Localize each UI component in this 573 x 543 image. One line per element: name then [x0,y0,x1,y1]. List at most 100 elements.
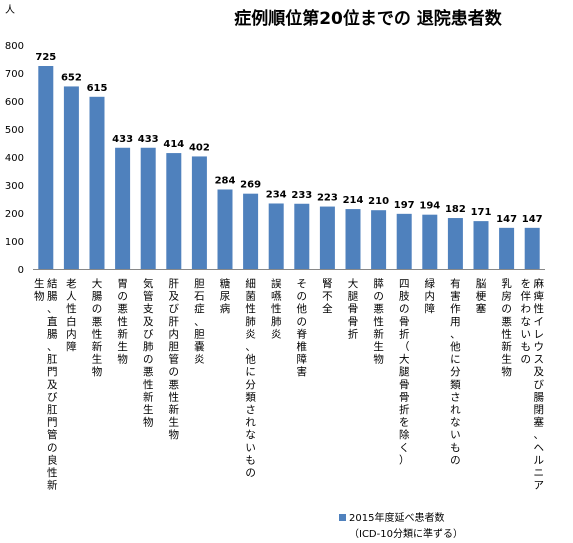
data-label: 214 [343,195,364,206]
data-label: 433 [138,134,159,145]
category-label-char: イ [533,316,544,328]
category-label-char: の [520,354,531,366]
category-label-char: 悪 [501,316,512,328]
category-label-char: 直 [47,315,58,328]
category-label-char: 脊 [297,327,308,340]
bar [63,86,79,269]
category-label-char: 骨 [348,303,359,315]
category-label-char: も [520,341,531,353]
y-tick-label: 200 [5,209,24,220]
category-label-char: 他 [450,340,461,353]
category-label-char: 管 [143,290,154,303]
data-label: 414 [163,139,184,150]
data-labels: 725 652 615 433 433 414 402 284 269 234 233 223 214 2… [35,52,542,225]
category-label-char: 折 [348,327,359,340]
bar [191,156,207,269]
category-label-char: 骨 [399,379,410,391]
category-label-char: 類 [450,379,461,391]
category-label-char: 新 [117,327,128,340]
category-label-char: の [373,291,384,303]
category-label-char: 悪 [373,303,384,315]
category-label-char: 、 [47,341,58,353]
data-label: 194 [419,201,440,212]
bar [499,227,515,269]
category-label-char: 分 [245,379,256,391]
category-label-char: の [297,291,308,303]
category-label-char: 門 [47,366,58,378]
category-label-char: 、 [533,429,544,441]
bar [473,221,489,269]
category-label-char: ス [533,354,544,366]
y-axis: 0 100 200 300 400 500 600 700 800 [5,41,24,276]
category-label-char: 生 [169,416,180,429]
data-label: 433 [112,134,133,145]
category-label-char: 内 [66,327,77,340]
category-label-char: 及 [143,316,154,328]
category-label-char: 新 [169,403,180,416]
category-label-char: 腿 [399,366,410,378]
data-label: 197 [394,200,415,211]
category-label-char: 有 [450,277,461,290]
category-label-char: 性 [245,302,256,315]
data-label: 147 [522,214,543,225]
category-label: 腎不全 [322,278,333,315]
data-label: 269 [240,180,261,191]
bar [217,189,233,269]
category-label-char: 生 [373,340,384,353]
category-label-char: 腎 [322,278,333,290]
category-label-char: ） [399,454,410,466]
legend-label-line1: 2015年度延べ患者数 [349,511,444,524]
category-label-char: 症 [194,302,205,315]
category-label-char: び [169,303,180,315]
category-label-char: 、 [47,303,58,315]
category-label-char: 骨 [399,391,410,403]
y-tick-label: 100 [5,237,24,248]
category-label-char: の [297,316,308,328]
category-label-char: 生 [143,403,154,416]
category-label-char: 生 [501,353,512,366]
y-tick-label: 800 [5,41,24,52]
category-label-char: 腿 [348,291,359,303]
category-label-char: 生 [34,277,45,290]
category-label-char: 害 [450,290,461,303]
category-label-char: ル [533,454,544,466]
category-label-char: の [143,354,154,366]
category-label-char: 塞 [476,302,487,315]
category-label-char: 気 [143,277,154,290]
category-label-char: レ [533,328,544,340]
bar [268,203,284,269]
category-label-char: 大 [92,277,103,290]
bar [166,153,182,269]
category-label-char: 骨 [348,316,359,328]
category-label-char: さ [450,391,461,403]
bar [524,227,540,269]
category-label-char: 四 [399,278,410,290]
category-label-char: の [92,303,103,315]
bar [396,213,412,269]
category-label-char: ヘ [533,442,544,454]
y-tick-label: 300 [5,181,24,192]
category-label-char: い [450,429,461,441]
category-label-char: い [245,442,256,454]
category-label-char: 及 [169,291,180,303]
category-label-char: 生 [117,340,128,353]
category-label-char: 細 [245,277,256,290]
category-label-char: 害 [297,365,308,378]
category-label-char: を [520,278,531,290]
legend-label-line2: （ICD-10分類に準ずる） [349,527,463,540]
category-label-char: 尿 [220,291,231,303]
category-label-char: れ [450,404,461,416]
bar [140,147,156,269]
data-label: 284 [215,175,236,186]
category-label-char: 嚥 [271,290,282,303]
category-label-char: 胆 [194,328,205,340]
category-label-char: い [520,328,531,340]
category-label-char: ア [533,480,544,492]
category-label-char: 新 [47,479,58,492]
category-label-char: 不 [322,291,333,303]
bar [345,209,361,269]
